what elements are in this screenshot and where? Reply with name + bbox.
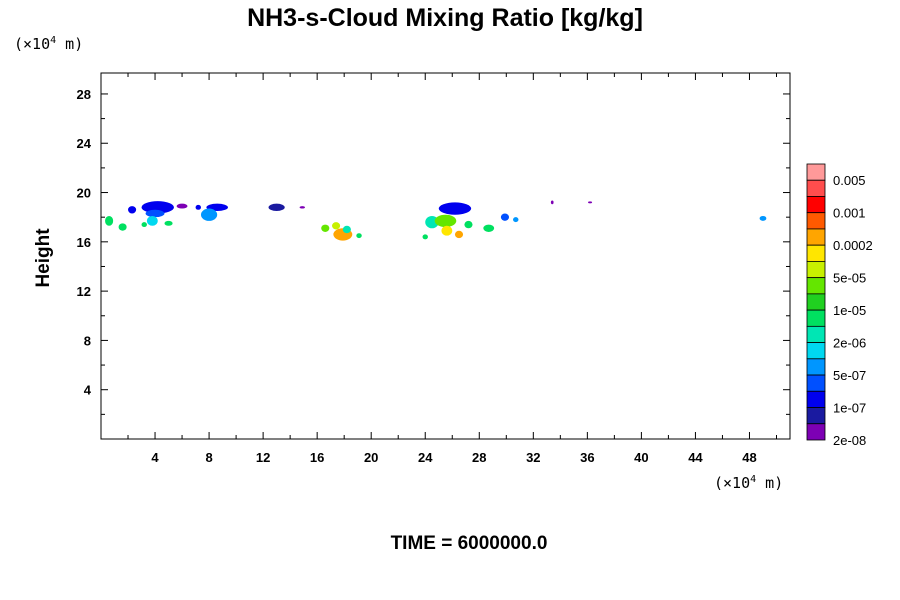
colorbar-swatch xyxy=(806,179,826,197)
colorbar-label: 0.001 xyxy=(833,206,866,221)
colorbar-label: 0.0002 xyxy=(833,238,873,253)
cloud-patch-20 xyxy=(422,234,428,240)
x-unit-suffix: m) xyxy=(756,474,783,492)
x-unit-label: (×104 m) xyxy=(714,474,783,492)
x-tick-label: 24 xyxy=(418,450,433,465)
colorbar-label: 1e-05 xyxy=(833,303,866,318)
cloud-patch-12 xyxy=(200,208,218,221)
cloud-patch-10 xyxy=(195,204,201,210)
cloud-patch-19 xyxy=(356,233,362,239)
colorbar-swatch xyxy=(806,244,826,262)
colorbar-label: 2e-08 xyxy=(833,433,866,448)
y-unit-exponent: 4 xyxy=(50,35,56,46)
colorbar-swatch xyxy=(806,423,826,441)
chart-title: NH3-s-Cloud Mixing Ratio [kg/kg] xyxy=(247,4,643,32)
time-annotation: TIME = 6000000.0 xyxy=(391,533,548,554)
x-tick-label: 8 xyxy=(205,450,212,465)
x-tick-label: 20 xyxy=(364,450,378,465)
plot-frame xyxy=(100,72,791,440)
colorbar-swatch xyxy=(806,261,826,279)
x-tick-label: 28 xyxy=(472,450,486,465)
colorbar-swatch xyxy=(806,293,826,311)
cloud-patch-30 xyxy=(550,200,554,205)
cloud-patch-2 xyxy=(118,223,127,231)
y-unit-prefix: (×10 xyxy=(14,35,50,53)
cloud-patch-5 xyxy=(145,209,165,218)
cloud-patch-4 xyxy=(141,201,174,214)
colorbar-swatch xyxy=(806,163,826,181)
cloud-patch-7 xyxy=(141,222,147,228)
y-unit-suffix: m) xyxy=(56,35,83,53)
cloud-patch-8 xyxy=(164,220,173,226)
cloud-patch-9 xyxy=(176,203,188,209)
y-tick-label: 20 xyxy=(77,186,91,201)
cloud-patch-18 xyxy=(342,225,351,234)
cloud-patch-13 xyxy=(268,203,285,212)
cloud-patch-28 xyxy=(500,213,509,221)
x-tick-label: 36 xyxy=(580,450,594,465)
colorbar-label: 2e-06 xyxy=(833,336,866,351)
y-unit-label: (×104 m) xyxy=(14,35,83,53)
colorbar-swatch xyxy=(806,277,826,295)
cloud-patch-6 xyxy=(146,215,158,226)
colorbar-swatch xyxy=(806,374,826,392)
y-axis-label: Height xyxy=(33,228,54,288)
x-unit-exponent: 4 xyxy=(750,474,756,485)
x-tick-label: 12 xyxy=(256,450,270,465)
cloud-patch-17 xyxy=(332,222,341,230)
colorbar-swatch xyxy=(806,342,826,360)
cloud-patch-1 xyxy=(105,215,114,226)
cloud-patch-24 xyxy=(441,225,453,236)
x-unit-prefix: (×10 xyxy=(714,474,750,492)
colorbar-label: 5e-05 xyxy=(833,271,866,286)
colorbar-swatch xyxy=(806,358,826,376)
colorbar-swatch xyxy=(806,390,826,408)
cloud-patch-23 xyxy=(434,214,457,228)
cloud-patch-26 xyxy=(464,220,473,229)
y-tick-label: 4 xyxy=(84,383,92,398)
cloud-patch-27 xyxy=(483,224,495,232)
colorbar-label: 0.005 xyxy=(833,173,866,188)
y-tick-label: 24 xyxy=(77,136,92,151)
colorbar-swatch xyxy=(806,309,826,327)
colorbar-swatch xyxy=(806,196,826,214)
colorbar-swatch xyxy=(806,228,826,246)
cloud-patch-21 xyxy=(438,202,472,215)
y-tick-label: 12 xyxy=(77,284,91,299)
colorbar-label: 5e-07 xyxy=(833,368,866,383)
data-layer xyxy=(105,200,767,241)
x-tick-label: 16 xyxy=(310,450,324,465)
x-tick-label: 40 xyxy=(634,450,648,465)
cloud-patch-31 xyxy=(588,201,593,204)
y-tick-label: 16 xyxy=(77,235,91,250)
cloud-patch-14 xyxy=(299,206,305,209)
colorbar-swatch xyxy=(806,212,826,230)
cloud-patch-29 xyxy=(513,217,519,223)
x-tick-label: 4 xyxy=(151,450,159,465)
cloud-patch-25 xyxy=(454,230,464,239)
colorbar-swatch xyxy=(806,325,826,343)
colorbar: 0.005 0.001 0.0002 5e-05 1e-05 2e-06 5e-07 1e-0… xyxy=(806,163,873,448)
y-tick-label: 8 xyxy=(84,333,91,348)
cloud-patch-32 xyxy=(759,215,767,221)
x-tick-label: 44 xyxy=(688,450,703,465)
x-tick-label: 48 xyxy=(742,450,756,465)
cloud-patch-16 xyxy=(321,224,330,232)
y-tick-label: 28 xyxy=(77,87,91,102)
cloud-patch-3 xyxy=(128,206,137,214)
x-tick-label: 32 xyxy=(526,450,540,465)
colorbar-label: 1e-07 xyxy=(833,401,866,416)
colorbar-swatch xyxy=(806,407,826,425)
